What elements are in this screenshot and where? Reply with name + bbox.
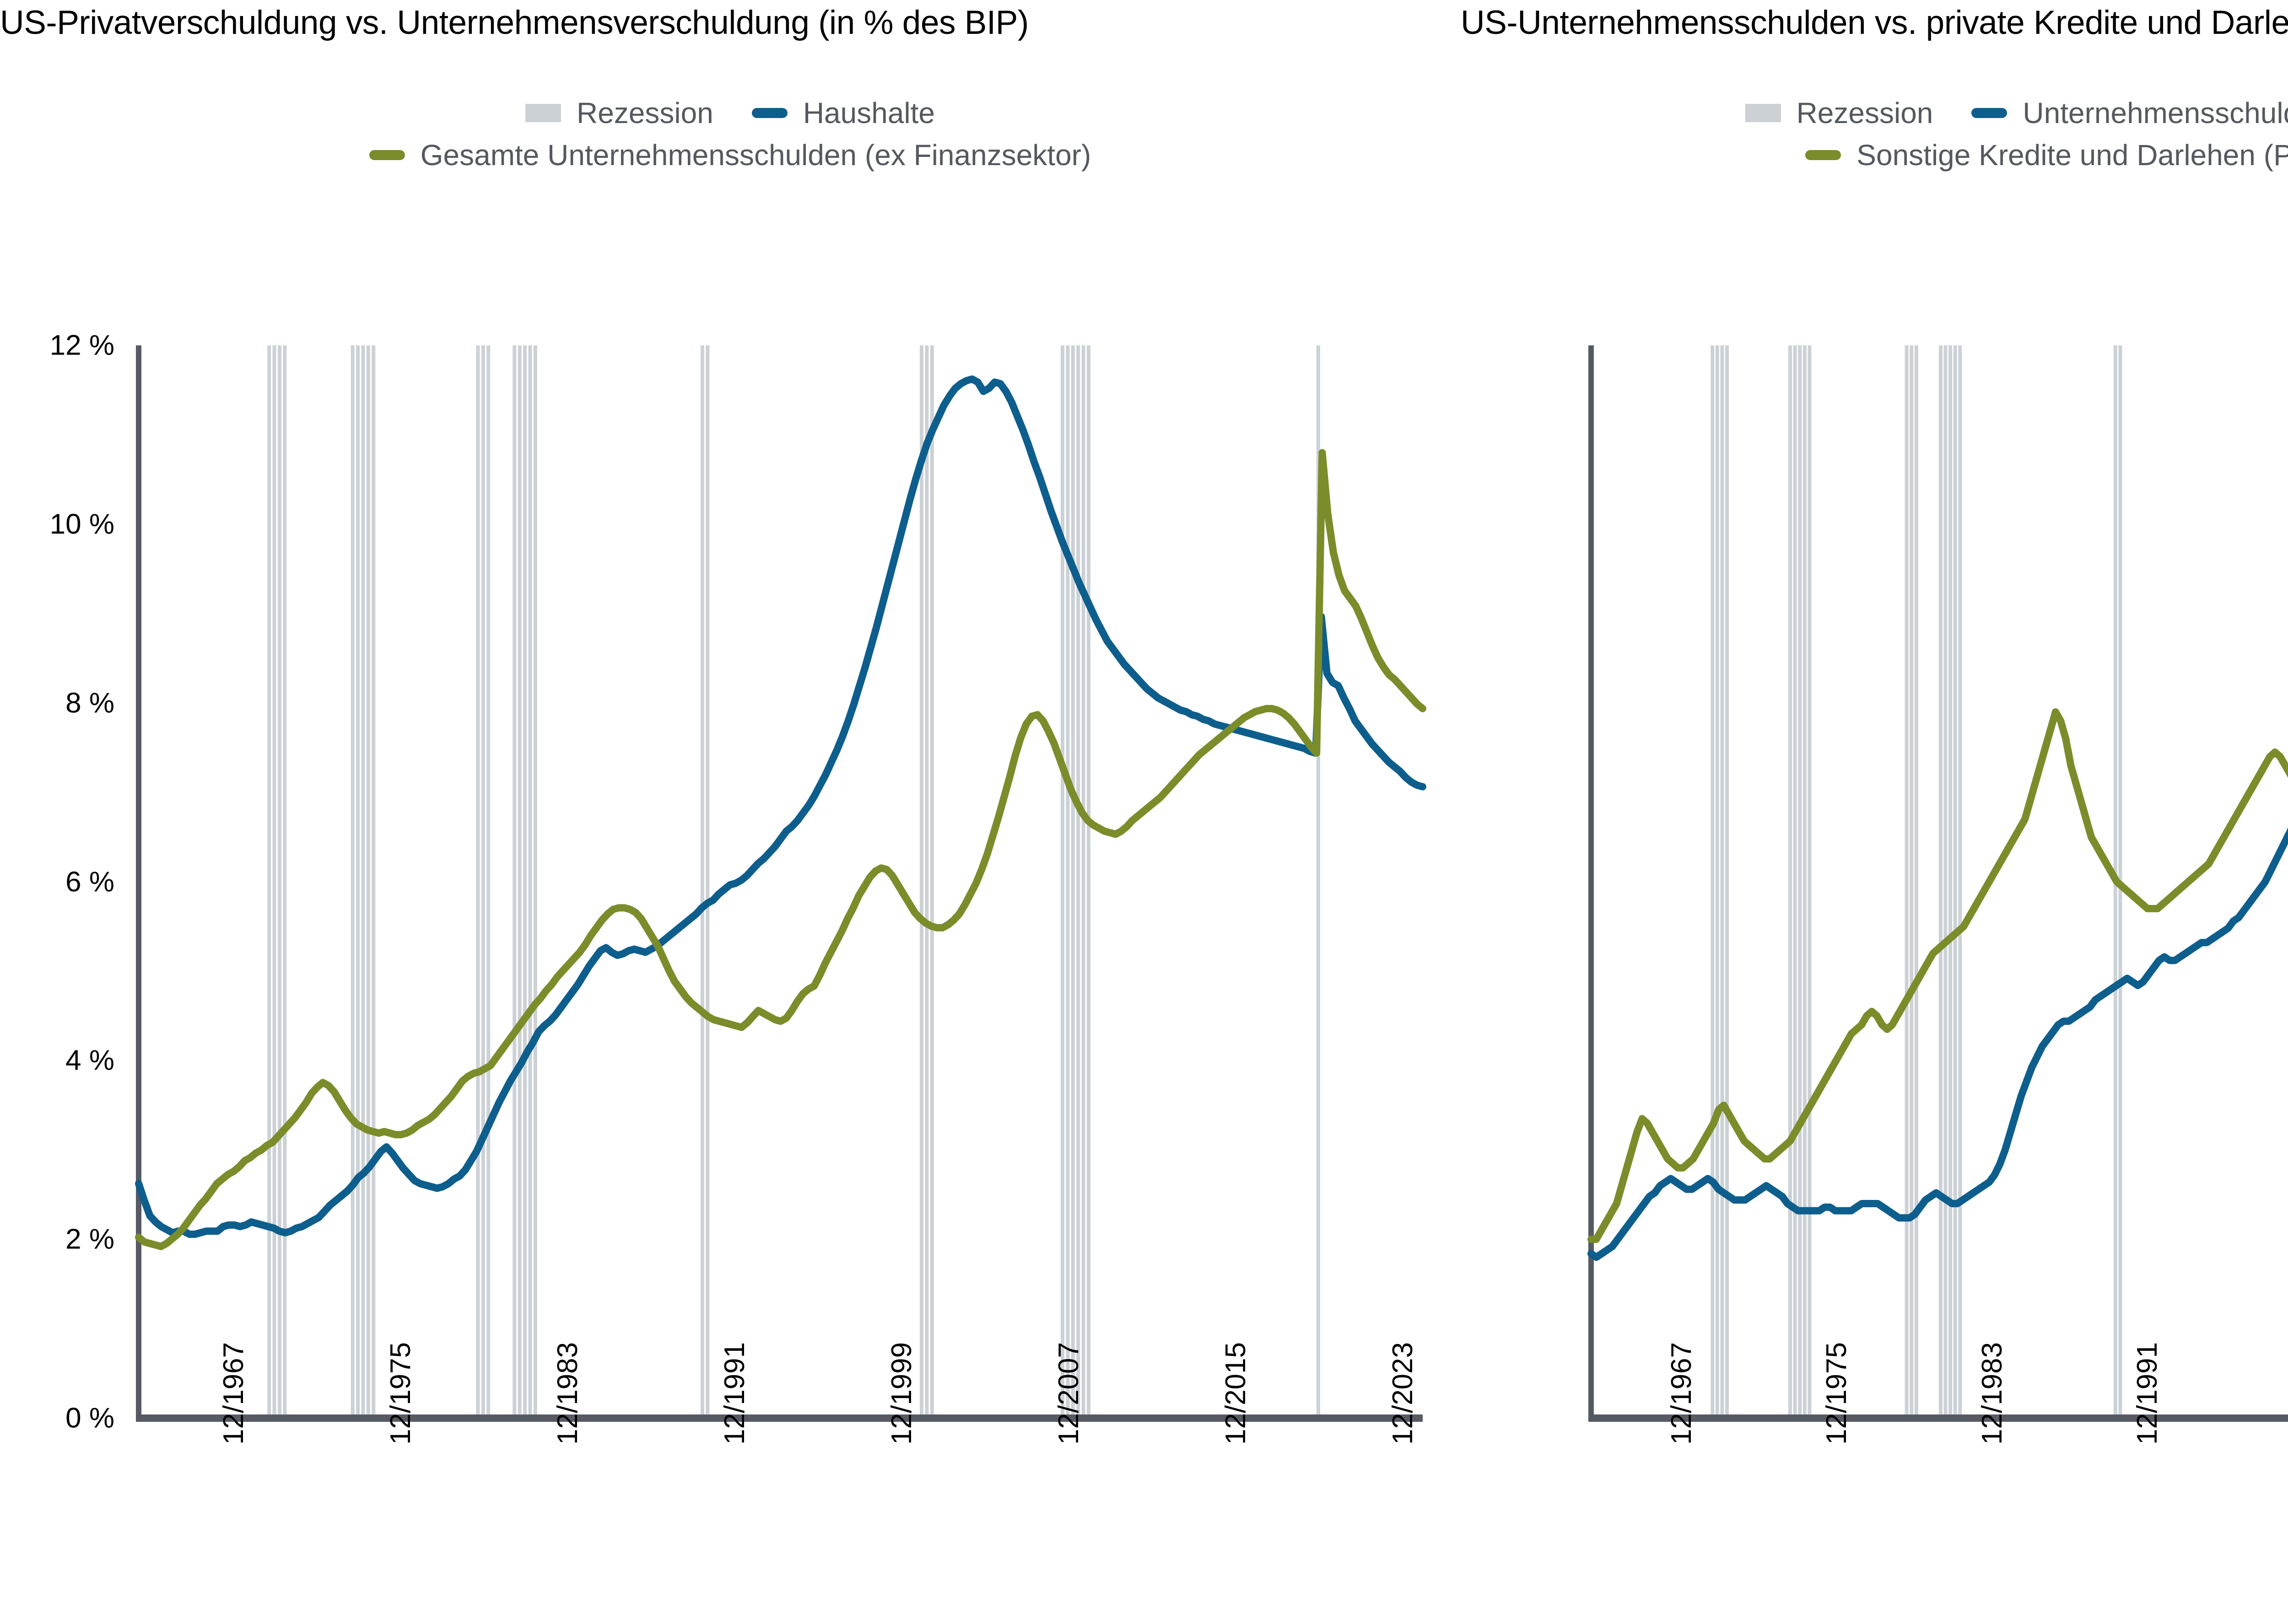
right-plot-svg	[1587, 345, 2288, 1422]
recession-bands	[267, 345, 1320, 1418]
legend-item-haushalte[interactable]: Haushalte	[751, 97, 935, 129]
recession-swatch-icon	[1745, 104, 1781, 122]
sonstige-kredite-line-swatch-icon	[1805, 150, 1841, 160]
series-line-primary	[135, 375, 1426, 1238]
x-tick-label: 12/1983	[552, 1342, 584, 1445]
right-plot-area	[1587, 345, 2288, 1422]
left-chart-panel: US-Privatverschuldung vs. Unternehmensve…	[0, 4, 1460, 1445]
legend-item-rezession-left[interactable]: Rezession	[525, 98, 713, 128]
x-tick-label: 12/1991	[719, 1342, 751, 1445]
y-tick-label: 4 %	[65, 1044, 114, 1076]
axis-lines	[136, 345, 1423, 1422]
recession-swatch-icon	[525, 104, 561, 122]
legend-label-rezession-right: Rezession	[1796, 97, 1933, 129]
recession-bands	[1711, 345, 2122, 1418]
right-legend-row-2: Sonstige Kredite und Darlehen (Privatkre…	[1461, 140, 2288, 170]
right-chart-title: US-Unternehmensschulden vs. private Kred…	[1461, 4, 2288, 41]
legend-item-rezession-right[interactable]: Rezession	[1745, 98, 1933, 128]
left-chart-title: US-Privatverschuldung vs. Unternehmensve…	[0, 4, 1029, 41]
legend-label-unternehmensschulden-rhs: Unternehmensschulden ex Finanzsektor (RH…	[2023, 97, 2288, 129]
legend-label-sonstige-kredite: Sonstige Kredite und Darlehen (Privatkre…	[1856, 139, 2288, 172]
x-tick-label: 12/2015	[1220, 1342, 1252, 1445]
legend-item-sonstige-kredite[interactable]: Sonstige Kredite und Darlehen (Privatkre…	[1805, 140, 2288, 170]
legend-label-rezession-left: Rezession	[577, 97, 713, 129]
left-chart-legend: Rezession Haushalte Gesamte Unternehmens…	[0, 98, 1460, 170]
y-tick-label: 2 %	[65, 1223, 114, 1255]
right-chart-panel: US-Unternehmensschulden vs. private Kred…	[50, 0, 2288, 1624]
x-tick-label: 12/1967	[218, 1342, 250, 1445]
x-tick-label: 12/1967	[1665, 1342, 1697, 1445]
x-tick-label: 12/2007	[1053, 1342, 1085, 1445]
right-legend-row-1: Rezession Unternehmensschulden ex Finanz…	[1461, 98, 2288, 128]
x-tick-label: 12/1999	[886, 1342, 918, 1445]
x-tick-label: 12/1975	[1821, 1342, 1853, 1445]
y-tick-label: 12 %	[49, 329, 114, 361]
legend-label-gesamte-unternehmensschulden: Gesamte Unternehmensschulden (ex Finanzs…	[420, 139, 1091, 172]
left-plot-area	[135, 345, 1426, 1422]
left-legend-row-2: Gesamte Unternehmensschulden (ex Finanzs…	[0, 140, 1460, 170]
legend-label-haushalte: Haushalte	[803, 97, 935, 129]
series-line-primary	[1587, 827, 2288, 1261]
haushalte-line-swatch-icon	[751, 108, 788, 118]
right-chart-legend: Rezession Unternehmensschulden ex Finanz…	[1461, 98, 2288, 170]
left-plot-svg	[135, 345, 1426, 1422]
left-legend-row-1: Rezession Haushalte	[0, 98, 1460, 128]
x-tick-label: 12/2023	[1387, 1342, 1419, 1445]
series-line-secondary	[1587, 708, 2288, 1243]
series-line-secondary	[135, 449, 1426, 1250]
y-tick-label: 0 %	[65, 1402, 114, 1434]
unternehmensschulden-line-swatch-icon	[369, 150, 405, 160]
legend-item-unternehmensschulden-rhs[interactable]: Unternehmensschulden ex Finanzsektor (RH…	[1971, 98, 2288, 128]
y-tick-label: 10 %	[49, 508, 114, 540]
x-tick-label: 12/1991	[2132, 1342, 2164, 1445]
legend-item-gesamte-unternehmensschulden[interactable]: Gesamte Unternehmensschulden (ex Finanzs…	[369, 140, 1091, 170]
unternehmensschulden-rhs-line-swatch-icon	[1971, 108, 2007, 118]
x-tick-label: 12/1975	[385, 1342, 417, 1445]
y-tick-label: 8 %	[65, 687, 114, 719]
x-tick-label: 12/1983	[1976, 1342, 2008, 1445]
y-tick-label: 6 %	[65, 866, 114, 898]
